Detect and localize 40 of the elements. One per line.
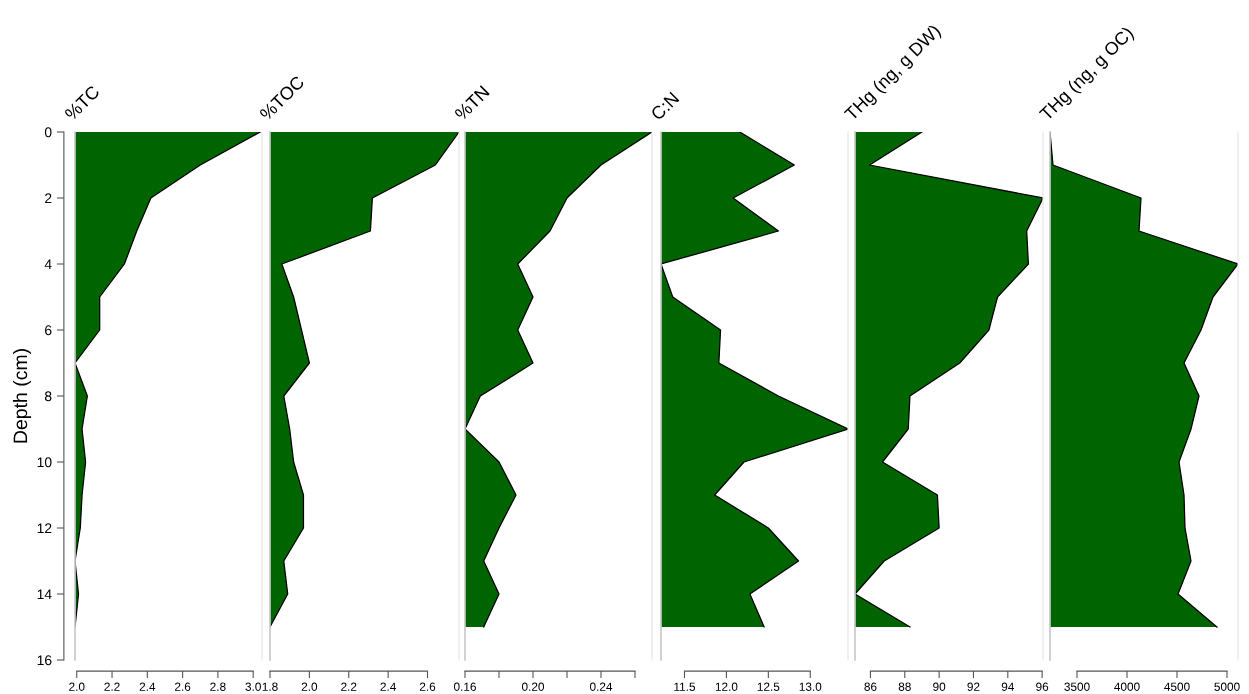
x-tick-label: 12.0 — [715, 682, 738, 691]
x-tick-label: 2.2 — [341, 682, 357, 691]
y-tick-label: 0 — [44, 127, 52, 138]
x-tick-label: 2.6 — [419, 682, 436, 691]
x-tick-label: 2.4 — [139, 682, 156, 691]
y-tick-label: 6 — [45, 325, 52, 336]
x-tick-label: 2.2 — [104, 682, 120, 691]
x-tick-label: 94 — [1001, 682, 1015, 691]
y-tick-label: 4 — [44, 259, 52, 270]
x-tick-label: 86 — [864, 682, 877, 691]
x-tick-label: 11.5 — [674, 682, 696, 691]
y-tick-label: 14 — [37, 589, 52, 600]
y-tick-label: 8 — [44, 391, 52, 402]
x-tick-label: 4500 — [1164, 682, 1190, 691]
x-tick-label: 90 — [933, 682, 946, 691]
chart-title: C:N — [650, 91, 680, 121]
x-tick-label: 0.24 — [589, 682, 613, 691]
x-tick-label: 13.0 — [799, 682, 822, 691]
x-tick-label: 88 — [898, 682, 911, 691]
y-tick-label: 2 — [45, 193, 52, 204]
chart-title: THg (ng, g OC) — [1038, 25, 1137, 124]
x-tick-label: 2.6 — [175, 682, 191, 691]
x-tick-label: 1.8 — [262, 682, 278, 691]
y-tick-label: 12 — [37, 523, 52, 534]
x-tick-label: 96 — [1036, 682, 1049, 691]
x-tick-label: 3.0 — [245, 682, 261, 691]
x-tick-label: 4000 — [1114, 682, 1140, 691]
y-axis-title: Depth (cm) — [12, 349, 32, 443]
x-tick-label: 5000 — [1214, 682, 1240, 691]
y-tick-label: 16 — [37, 655, 52, 666]
x-tick-label: 0.16 — [453, 682, 476, 691]
x-tick-label: 2.8 — [210, 682, 226, 691]
x-tick-label: 2.0 — [69, 682, 85, 691]
x-tick-label: 0.20 — [521, 682, 545, 691]
x-tick-label: 92 — [967, 682, 980, 691]
x-tick-label: 2.0 — [301, 682, 318, 691]
y-tick-label: 10 — [37, 457, 52, 468]
x-tick-label: 3500 — [1064, 682, 1090, 691]
x-tick-label: 2.4 — [380, 682, 396, 691]
x-tick-label: 12.5 — [757, 682, 780, 691]
